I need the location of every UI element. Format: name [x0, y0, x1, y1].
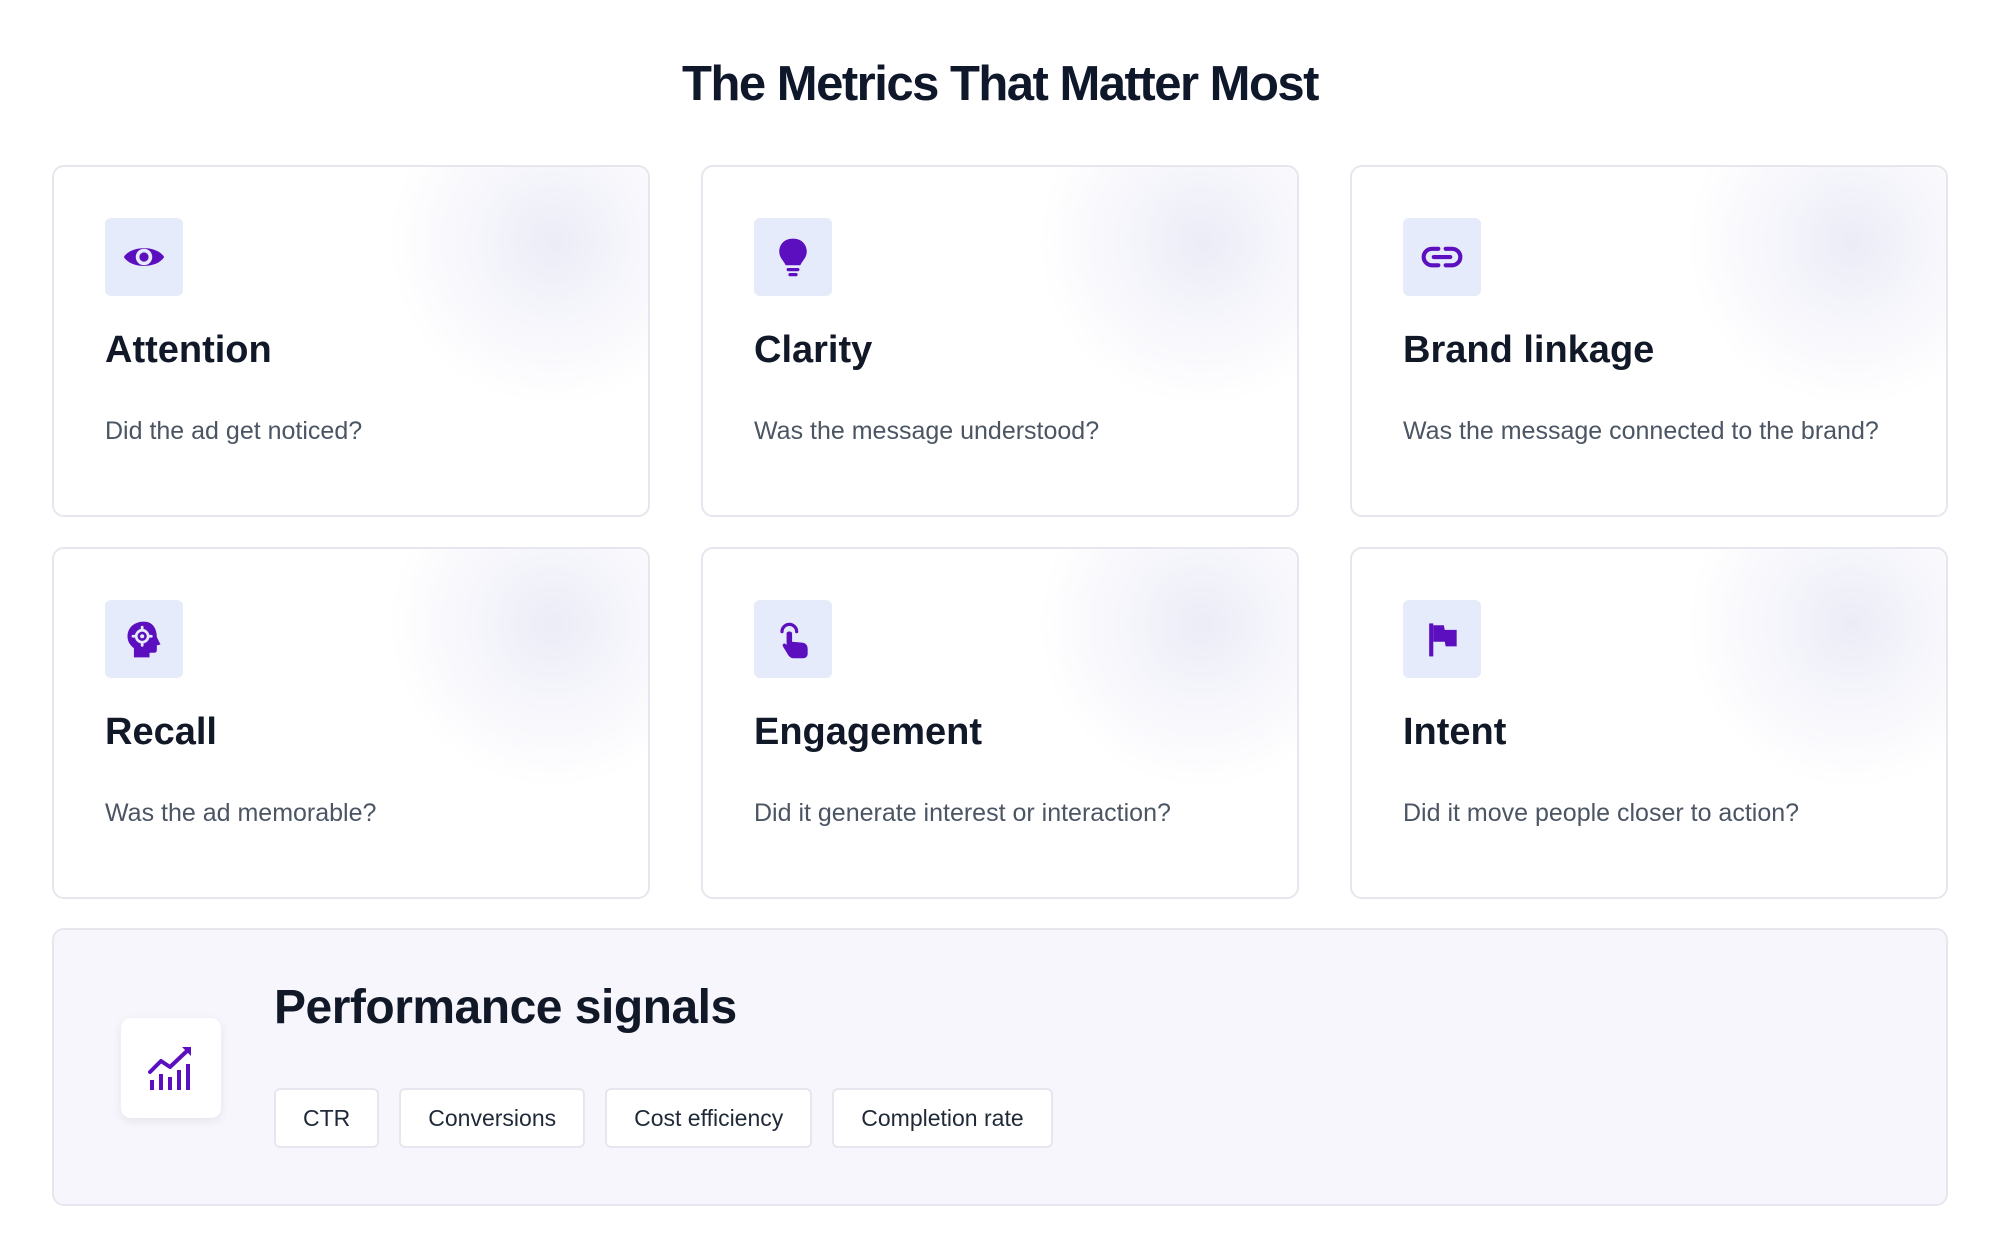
page-title: The Metrics That Matter Most: [682, 57, 1319, 111]
metric-title: Brand linkage: [1403, 329, 1655, 371]
metric-title: Intent: [1403, 711, 1507, 753]
metric-description: Did the ad get noticed?: [105, 417, 363, 445]
signal-chip-cost-efficiency: Cost efficiency: [605, 1088, 813, 1148]
performance-signals-panel: Performance signals CTR Conversions Cost…: [52, 928, 1948, 1206]
metric-description: Was the ad memorable?: [105, 799, 377, 827]
metric-title: Engagement: [754, 711, 983, 753]
head-gear-icon: [105, 600, 183, 678]
metric-description: Did it move people closer to action?: [1403, 799, 1800, 827]
performance-title: Performance signals: [274, 981, 737, 1034]
metric-card-attention: Attention Did the ad get noticed?: [52, 165, 650, 517]
flag-icon: [1403, 600, 1481, 678]
signal-chip-ctr: CTR: [274, 1088, 380, 1148]
metrics-grid: Attention Did the ad get noticed? Clarit…: [52, 165, 1948, 899]
metric-title: Recall: [105, 711, 217, 753]
eye-icon: [105, 218, 183, 296]
signal-chip-completion-rate: Completion rate: [832, 1088, 1053, 1148]
link-icon: [1403, 218, 1481, 296]
chart-trend-icon: [121, 1018, 221, 1118]
metric-card-engagement: Engagement Did it generate interest or i…: [701, 547, 1299, 899]
metric-description: Was the message connected to the brand?: [1403, 417, 1879, 445]
metric-card-recall: Recall Was the ad memorable?: [52, 547, 650, 899]
metric-description: Was the message understood?: [754, 417, 1100, 445]
metric-card-clarity: Clarity Was the message understood?: [701, 165, 1299, 517]
pointer-hand-icon: [754, 600, 832, 678]
metric-title: Clarity: [754, 329, 873, 371]
signal-chip-conversions: Conversions: [399, 1088, 586, 1148]
metric-card-brand-linkage: Brand linkage Was the message connected …: [1350, 165, 1948, 517]
metric-description: Did it generate interest or interaction?: [754, 799, 1171, 827]
lightbulb-icon: [754, 218, 832, 296]
metric-card-intent: Intent Did it move people closer to acti…: [1350, 547, 1948, 899]
signal-chips: CTR Conversions Cost efficiency Completi…: [274, 1088, 1053, 1148]
metric-title: Attention: [105, 329, 272, 371]
